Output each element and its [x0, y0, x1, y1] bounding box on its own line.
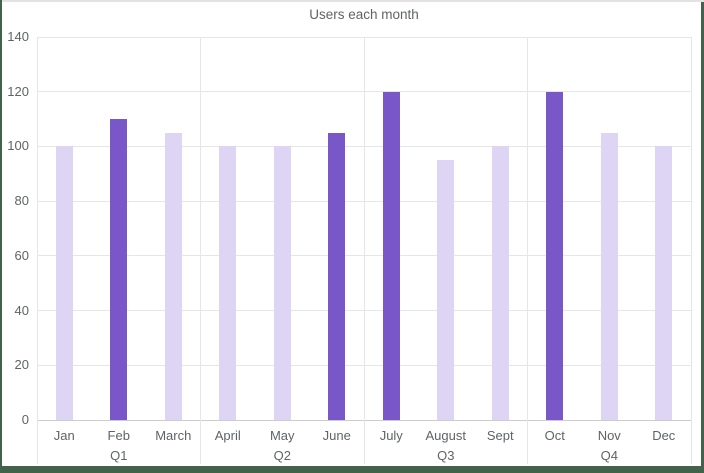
- chart-title: Users each month: [309, 7, 419, 22]
- y-axis-tick-label: 120: [7, 83, 29, 99]
- frame-top-border: [0, 0, 704, 2]
- bar-sept[interactable]: [491, 146, 509, 420]
- x-axis-month-label: Jan: [53, 428, 75, 443]
- bar-august[interactable]: [437, 160, 455, 420]
- x-axis-quarter-label: Q1: [110, 448, 128, 463]
- y-axis-tick-label: 140: [7, 29, 29, 44]
- x-axis-month-label: August: [425, 428, 466, 443]
- bar-feb[interactable]: [110, 119, 128, 420]
- quarter-separator: [690, 37, 692, 464]
- bar-oct[interactable]: [546, 91, 564, 420]
- frame-right-border: [701, 2, 704, 473]
- x-axis-quarter-label: Q4: [600, 448, 618, 463]
- x-axis-month-label: March: [155, 428, 192, 443]
- bar-nov[interactable]: [600, 132, 618, 420]
- bar-march[interactable]: [164, 132, 182, 420]
- y-axis-tick-label: 0: [21, 412, 29, 427]
- quarter-separator: [200, 37, 201, 464]
- y-axis-tick-label: 20: [14, 357, 29, 373]
- x-axis-month-label: April: [214, 428, 241, 443]
- quarter-separator: [36, 37, 38, 464]
- x-axis-month-label: Dec: [652, 428, 676, 443]
- x-axis-month-label: Feb: [107, 428, 130, 443]
- frame-bottom-border: [0, 466, 704, 473]
- x-axis-month-label: Oct: [544, 428, 565, 443]
- x-axis-month-label: Nov: [597, 428, 621, 443]
- x-axis-month-label: May: [269, 428, 295, 443]
- y-axis-tick-label: 60: [14, 247, 29, 263]
- bar-april[interactable]: [219, 146, 237, 420]
- bar-july[interactable]: [382, 91, 400, 420]
- bar-may[interactable]: [273, 146, 291, 420]
- bar-dec[interactable]: [655, 146, 673, 420]
- bar-june[interactable]: [328, 132, 346, 420]
- quarter-separator: [363, 37, 365, 464]
- y-axis-tick-label: 40: [14, 302, 29, 318]
- quarter-separator: [527, 37, 528, 464]
- x-axis-month-label: June: [322, 428, 351, 443]
- x-axis-month-label: Sept: [486, 428, 514, 443]
- frame-left-border: [0, 0, 2, 473]
- y-axis-tick-label: 100: [7, 138, 29, 154]
- x-axis-quarter-label: Q2: [273, 448, 291, 463]
- y-axis-tick-label: 80: [14, 193, 29, 209]
- x-axis-quarter-label: Q3: [437, 448, 455, 463]
- bar-jan[interactable]: [55, 146, 73, 420]
- x-axis-month-label: July: [379, 428, 403, 443]
